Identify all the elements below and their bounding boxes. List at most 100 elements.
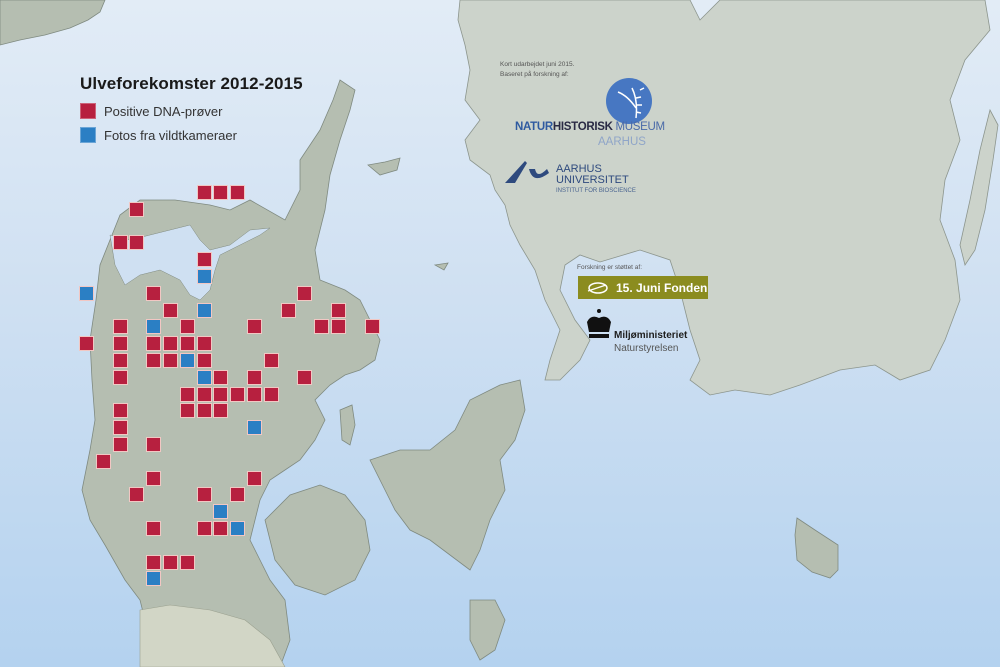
dna-sample-cell [129,487,144,502]
norway-landmass [0,0,106,46]
dna-swatch-icon [80,103,96,119]
sweden-landmass [457,0,991,396]
dna-sample-cell [213,370,228,385]
dna-sample-cell [146,521,161,536]
camera-photo-cell [180,353,195,368]
camera-photo-cell [197,303,212,318]
camera-photo-cell [247,420,262,435]
dna-sample-cell [264,387,279,402]
supported-by-text: Forskning er støttet af: [577,264,643,271]
dna-sample-cell [96,454,111,469]
legend-label-camera: Fotos fra vildtkameraer [104,127,237,143]
dna-sample-cell [129,235,144,250]
dna-sample-cell [180,319,195,334]
dna-sample-cell [113,319,128,334]
oland-island [959,108,999,266]
dna-sample-cell [146,555,161,570]
jutland-landmass [81,79,381,667]
dna-sample-cell [197,403,212,418]
dna-sample-cell [146,437,161,452]
germany-landmass [139,604,286,667]
zealand-island [369,379,526,571]
bornholm-island [794,517,839,579]
legend-title: Ulveforekomster 2012-2015 [80,74,303,93]
camera-photo-cell [146,319,161,334]
dna-sample-cell [163,336,178,351]
nhm-museum: MUSEUM [612,121,666,133]
nhm-aarhus: AARHUS [598,136,646,148]
dna-sample-cell [180,403,195,418]
dna-sample-cell [146,471,161,486]
dna-sample-cell [113,437,128,452]
legend-item-dna: Positive DNA-prøver [80,103,303,119]
dna-sample-cell [146,353,161,368]
agency-name: Naturstyrelsen [614,343,679,354]
fonden-logo: 15. Juni Fonden [578,276,708,299]
dna-sample-cell [247,471,262,486]
nhm-natur: NATUR [515,121,553,133]
limfjord-water [109,224,271,301]
dna-sample-cell [163,555,178,570]
dna-sample-cell [297,370,312,385]
dna-sample-cell [197,185,212,200]
legend-label-dna: Positive DNA-prøver [104,103,223,119]
dna-sample-cell [113,353,128,368]
dna-sample-cell [314,319,329,334]
camera-photo-cell [79,286,94,301]
au-name: AARHUS UNIVERSITET [556,164,629,186]
camera-photo-cell [197,269,212,284]
dna-sample-cell [247,370,262,385]
dna-sample-cell [113,336,128,351]
dna-sample-cell [197,487,212,502]
dna-sample-cell [113,420,128,435]
ministry-name: Miljøministeriet [614,330,688,341]
dna-sample-cell [365,319,380,334]
dna-sample-cell [163,353,178,368]
dna-sample-cell [113,370,128,385]
leaf-icon [587,281,608,294]
credits-date: Kort udarbejdet juni 2015. [500,61,575,68]
dna-sample-cell [113,235,128,250]
dna-sample-cell [197,252,212,267]
funen-island [264,484,371,596]
falster-island [469,599,506,661]
dna-sample-cell [213,185,228,200]
dna-sample-cell [247,319,262,334]
credits-based-on: Baseret på forskning af: [500,71,569,78]
camera-photo-cell [197,370,212,385]
credits-text: Kort udarbejdet juni 2015. Baseret på fo… [500,60,574,80]
dna-sample-cell [264,353,279,368]
dna-sample-cell [163,303,178,318]
dna-sample-cell [281,303,296,318]
dna-sample-cell [197,521,212,536]
dna-sample-cell [79,336,94,351]
au-line2: UNIVERSITET [556,174,629,186]
dna-sample-cell [129,202,144,217]
dna-sample-cell [230,487,245,502]
dna-sample-cell [197,353,212,368]
nhm-bird-logo-icon [606,78,652,124]
dna-sample-cell [146,286,161,301]
legend: Ulveforekomster 2012-2015 Positive DNA-p… [80,74,303,151]
fonden-label: 15. Juni Fonden [616,280,708,295]
dna-sample-cell [213,521,228,536]
dna-sample-cell [113,403,128,418]
legend-item-camera: Fotos fra vildtkameraer [80,127,303,143]
nhm-historisk: HISTORISK [552,121,613,133]
dna-sample-cell [180,555,195,570]
dna-sample-cell [197,336,212,351]
camera-photo-cell [213,504,228,519]
anholt-island [367,157,401,176]
dna-sample-cell [230,185,245,200]
dna-sample-cell [197,387,212,402]
au-logo-icon [503,157,553,190]
camera-photo-cell [146,571,161,586]
dna-sample-cell [230,387,245,402]
au-institute: INSTITUT FOR BIOSCIENCE [556,188,636,194]
dna-sample-cell [180,387,195,402]
dna-sample-cell [180,336,195,351]
nhm-logo-text: NATURHISTORISK MUSEUM [515,121,665,133]
camera-swatch-icon [80,127,96,143]
